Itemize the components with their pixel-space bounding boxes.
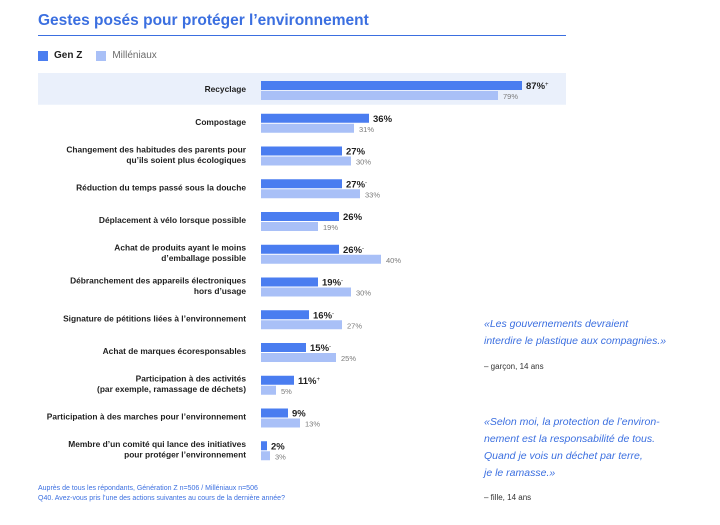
footnote-question: Q40. Avez-vous pris l’une des actions su… [38,495,285,502]
bar-genz [261,441,267,451]
bar-millenials [261,320,342,330]
data-label-genz: 27% [346,147,366,158]
data-label-genz: 2% [271,441,285,452]
quote-2-author: – fille, 14 ans [484,493,532,502]
bar-genz [261,343,306,352]
legend-swatch-genz [38,50,48,61]
data-label-millenials: 40% [386,256,401,265]
data-label-genz: 9% [292,409,306,420]
data-label-genz: 11%+ [298,376,321,387]
category-label: Participation à des marches pour l’envir… [47,412,246,422]
title-rule [38,35,566,36]
legend-item-genz: Gen Z [38,50,82,61]
bar-genz [261,310,309,320]
category-label: Changement des habitudes des parents pou… [66,144,246,165]
chart-title: Gestes posés pour protéger l’environneme… [38,12,369,29]
bar-millenials [261,353,336,362]
bar-millenials [261,222,318,231]
data-label-millenials: 19% [323,223,338,232]
category-label: Signature de pétitions liées à l’environ… [63,313,246,323]
bar-genz [261,113,369,123]
bar-millenials [261,451,270,461]
bar-genz [261,408,288,418]
category-label: Participation à des activités (par exempl… [97,374,246,395]
quote-1-author: – garçon, 14 ans [484,362,544,371]
data-label-genz: 87%+ [526,81,549,92]
data-label-millenials: 25% [341,354,356,363]
data-label-genz: 16%- [313,310,334,321]
legend-swatch-millenials [96,50,107,61]
category-label: Débranchement des appareils électronique… [70,275,246,296]
data-label-millenials: 79% [503,92,518,101]
bar-millenials [261,287,351,297]
data-label-millenials: 30% [356,289,371,298]
category-label: Recyclage [205,84,247,94]
category-label: Déplacement à vélo lorsque possible [99,215,246,225]
data-label-genz: 36% [373,114,393,125]
bar-millenials [261,123,354,133]
bar-genz [261,179,342,189]
bar-genz [261,146,342,156]
bar-millenials [261,156,351,166]
bar-millenials [261,189,360,199]
footnote-base: Auprès de tous les répondants, Génératio… [38,485,258,492]
category-label: Achat de produits ayant le moins d’emball… [114,243,246,264]
data-label-millenials: 5% [281,387,292,396]
data-label-millenials: 3% [275,452,286,461]
category-label: Réduction du temps passé sous la douche [76,182,246,192]
category-label: Membre d’un comité qui lance des initiat… [68,439,246,460]
quote-2-text: «Selon moi, la protection de l’environ-n… [484,416,660,479]
bar-genz [261,277,318,287]
data-label-genz: 26% [343,212,363,223]
data-label-genz: 27%- [346,179,367,190]
legend-label-millenials: Milléniaux [112,50,157,61]
data-label-genz: 19%- [322,278,343,289]
bar-millenials [261,418,300,428]
data-label-millenials: 30% [356,158,371,167]
bar-millenials [261,91,498,100]
bar-millenials [261,385,276,395]
bar-genz [261,81,522,90]
bar-genz [261,244,339,254]
data-label-millenials: 13% [305,420,320,429]
category-label: Compostage [195,117,246,127]
data-label-millenials: 27% [347,321,362,330]
data-label-millenials: 31% [359,125,374,134]
bar-genz [261,375,294,385]
legend-item-millenials: Milléniaux [96,50,157,61]
data-label-genz: 15%- [310,343,331,354]
legend-label-genz: Gen Z [54,50,83,61]
bar-genz [261,212,339,221]
quote-1-text: «Les gouvernements devraient interdire le… [484,318,667,347]
legend: Gen Z Milléniaux [38,50,171,61]
data-label-millenials: 33% [365,190,380,199]
bar-millenials [261,254,381,264]
data-label-genz: 26%- [343,245,364,256]
category-label: Achat de marques écoresponsables [103,346,247,356]
